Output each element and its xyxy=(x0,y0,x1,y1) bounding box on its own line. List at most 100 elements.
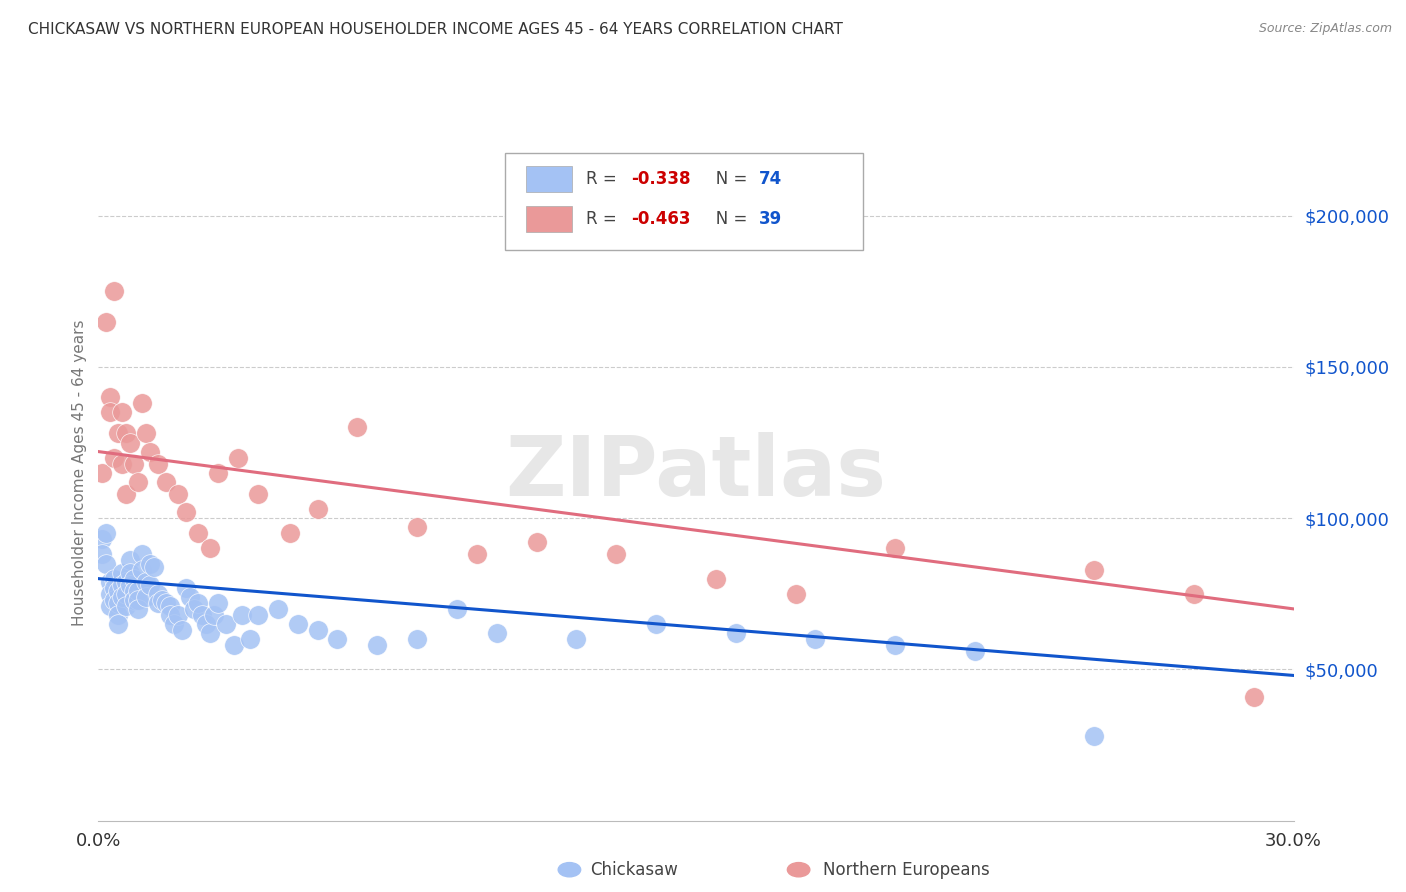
Point xyxy=(1083,563,1105,577)
Point xyxy=(100,574,122,589)
Bar xyxy=(526,166,572,193)
Point xyxy=(150,592,173,607)
Point xyxy=(202,607,225,622)
Point xyxy=(155,596,177,610)
Point xyxy=(96,314,118,328)
Point xyxy=(884,541,907,556)
Point xyxy=(645,617,668,632)
Point xyxy=(198,541,221,556)
Point xyxy=(207,596,229,610)
Point xyxy=(148,457,170,471)
Point xyxy=(287,617,309,632)
Point xyxy=(148,587,170,601)
Point xyxy=(124,592,146,607)
Point xyxy=(96,557,118,571)
Point xyxy=(465,548,488,562)
Point xyxy=(107,583,129,598)
Point xyxy=(605,548,627,562)
Point xyxy=(103,581,125,595)
Point xyxy=(115,587,138,601)
Point xyxy=(100,405,122,419)
Point xyxy=(1083,729,1105,743)
Point xyxy=(103,450,125,465)
Point xyxy=(226,450,249,465)
Point xyxy=(884,638,907,652)
Y-axis label: Householder Income Ages 45 - 64 years: Householder Income Ages 45 - 64 years xyxy=(72,319,87,626)
Point xyxy=(131,396,153,410)
Point xyxy=(120,435,142,450)
Point xyxy=(115,574,138,589)
Point xyxy=(100,390,122,404)
Text: 74: 74 xyxy=(759,170,783,188)
Text: R =: R = xyxy=(586,210,621,227)
Text: -0.338: -0.338 xyxy=(631,170,690,188)
Point xyxy=(107,426,129,441)
Point xyxy=(103,285,125,299)
Point xyxy=(127,602,149,616)
Point xyxy=(198,626,221,640)
Text: Northern Europeans: Northern Europeans xyxy=(823,861,990,879)
Point xyxy=(91,548,114,562)
Point xyxy=(267,602,290,616)
Point xyxy=(307,502,329,516)
Point xyxy=(124,583,146,598)
Point xyxy=(187,526,209,541)
Point xyxy=(246,607,269,622)
Point xyxy=(159,599,181,613)
Point xyxy=(127,475,149,489)
Point xyxy=(215,617,238,632)
Point xyxy=(115,599,138,613)
Point xyxy=(704,572,727,586)
Point xyxy=(183,602,205,616)
Point xyxy=(103,572,125,586)
Point xyxy=(326,632,349,647)
Point xyxy=(191,607,214,622)
Point xyxy=(120,553,142,567)
Point xyxy=(139,577,162,591)
Point xyxy=(159,607,181,622)
Point xyxy=(406,632,429,647)
Point xyxy=(139,444,162,458)
Point xyxy=(120,577,142,591)
Point xyxy=(366,638,388,652)
Point xyxy=(103,592,125,607)
Point xyxy=(565,632,588,647)
Text: CHICKASAW VS NORTHERN EUROPEAN HOUSEHOLDER INCOME AGES 45 - 64 YEARS CORRELATION: CHICKASAW VS NORTHERN EUROPEAN HOUSEHOLD… xyxy=(28,22,844,37)
Text: Chickasaw: Chickasaw xyxy=(591,861,678,879)
Point xyxy=(278,526,301,541)
Point xyxy=(148,596,170,610)
Point xyxy=(163,617,186,632)
Point xyxy=(107,617,129,632)
Point xyxy=(100,587,122,601)
Point xyxy=(174,581,197,595)
Point xyxy=(115,426,138,441)
Point xyxy=(785,587,807,601)
Point xyxy=(246,487,269,501)
Point xyxy=(143,559,166,574)
Point xyxy=(135,590,157,604)
Point xyxy=(167,487,190,501)
Point xyxy=(135,426,157,441)
Point xyxy=(131,548,153,562)
Point xyxy=(167,607,190,622)
Point xyxy=(111,405,134,419)
Point xyxy=(724,626,747,640)
Point xyxy=(155,475,177,489)
Point xyxy=(127,583,149,598)
Point xyxy=(91,533,114,547)
Point xyxy=(963,644,986,658)
Point xyxy=(124,457,146,471)
Point xyxy=(131,563,153,577)
Point xyxy=(804,632,827,647)
Text: Source: ZipAtlas.com: Source: ZipAtlas.com xyxy=(1258,22,1392,36)
Point xyxy=(111,566,134,580)
Text: N =: N = xyxy=(700,210,752,227)
Text: N =: N = xyxy=(700,170,752,188)
Text: R =: R = xyxy=(586,170,621,188)
Point xyxy=(107,607,129,622)
Point xyxy=(231,607,253,622)
Point xyxy=(239,632,262,647)
Point xyxy=(124,572,146,586)
Text: -0.463: -0.463 xyxy=(631,210,690,227)
Text: 39: 39 xyxy=(759,210,783,227)
